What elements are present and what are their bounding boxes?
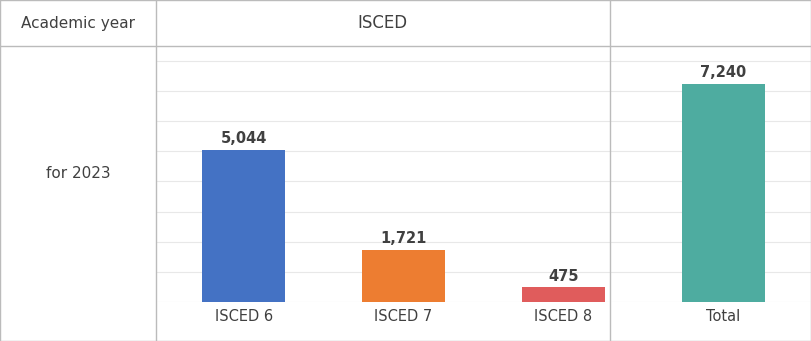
Bar xyxy=(362,250,445,302)
Text: Academic year: Academic year xyxy=(21,16,135,30)
Text: ISCED: ISCED xyxy=(358,14,408,32)
Text: for 2023: for 2023 xyxy=(45,166,110,181)
Text: 7,240: 7,240 xyxy=(700,65,746,80)
Bar xyxy=(681,84,765,302)
Text: 5,044: 5,044 xyxy=(221,131,267,146)
Bar xyxy=(521,287,605,302)
Text: 475: 475 xyxy=(548,269,578,284)
Bar xyxy=(202,150,285,302)
Text: 1,721: 1,721 xyxy=(380,231,427,246)
